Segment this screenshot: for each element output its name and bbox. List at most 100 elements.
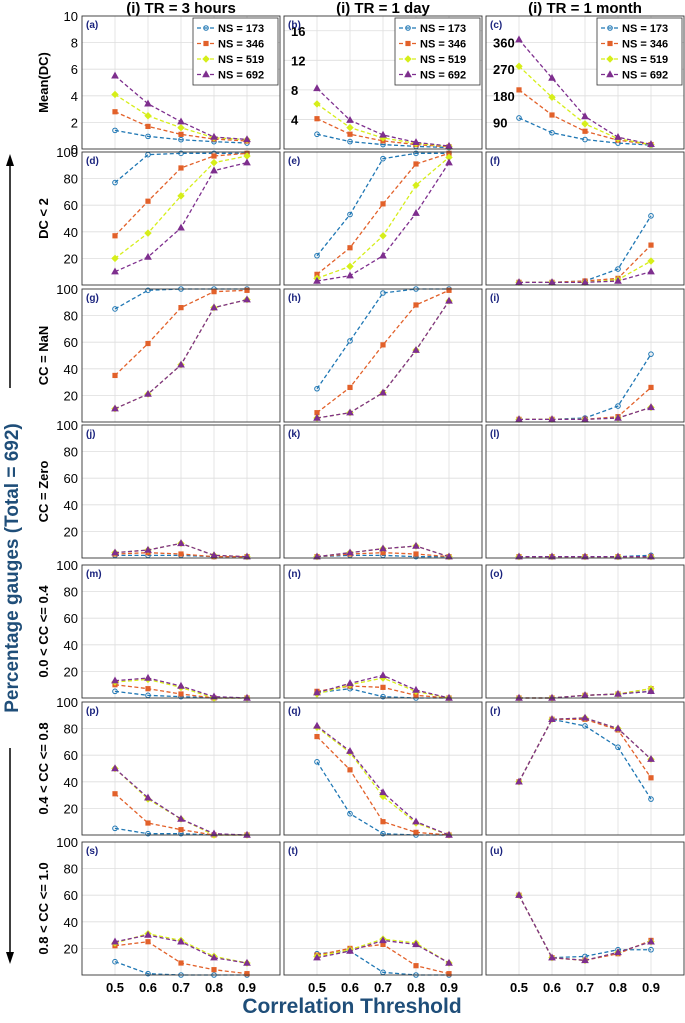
plot-frame (283, 701, 483, 836)
side-arrow-head-bottom (6, 952, 14, 964)
data-point (648, 213, 654, 219)
data-point (515, 278, 523, 286)
data-point (145, 820, 151, 826)
y-tick-label: 100 (56, 145, 78, 160)
data-point (112, 825, 118, 832)
plot-frame (81, 701, 281, 836)
panel-label: (j) (86, 429, 95, 440)
data-point (145, 123, 151, 129)
y-tick-label: 80 (64, 862, 78, 877)
data-point (615, 266, 621, 272)
series-line (316, 152, 449, 257)
y-tick-label: 40 (64, 915, 78, 930)
row-ylabel: Mean(DC) (36, 52, 51, 113)
data-point (581, 415, 589, 423)
plot-frame (81, 288, 281, 423)
legend-entry: NS = 692 (622, 70, 668, 82)
row-ylabel: 0.8 < CC <= 1.0 (36, 862, 51, 954)
data-point (581, 278, 589, 286)
x-tick-label: 0.7 (374, 980, 392, 995)
data-point (549, 112, 555, 118)
data-point (314, 759, 320, 765)
data-point (178, 136, 184, 143)
data-point (243, 552, 251, 560)
y-tick-label: 6 (71, 62, 78, 77)
data-point (111, 90, 119, 99)
data-point (178, 827, 184, 833)
data-point (412, 208, 420, 216)
y-tick-label: 100 (56, 695, 78, 710)
legend-entry: NS = 519 (218, 54, 264, 66)
series-line (518, 117, 652, 146)
data-point (177, 681, 185, 689)
data-point (548, 715, 556, 722)
subplot-s: 20 40 60 80 100 (s) 0.5 0.6 0.7 0.8 0.9 (56, 835, 281, 995)
column-title: (i) TR = 1 day (336, 0, 430, 17)
data-point (413, 302, 419, 308)
panel-label: (g) (86, 293, 99, 304)
series-line (316, 133, 450, 149)
x-tick-label: 0.5 (308, 980, 326, 995)
y-tick-label: 8 (291, 83, 298, 98)
x-tick-label: 0.7 (172, 980, 190, 995)
panel-label: (r) (490, 706, 501, 717)
series-line (316, 726, 450, 836)
y-tick-label: 270 (493, 62, 515, 77)
plot-frame (81, 15, 281, 150)
panel-label: (c) (490, 20, 502, 31)
data-point (515, 693, 523, 701)
legend-entry: NS = 692 (420, 70, 466, 82)
data-point (380, 290, 386, 296)
data-point (379, 544, 387, 552)
data-point (516, 87, 522, 93)
data-point (515, 415, 523, 423)
data-point (144, 229, 152, 237)
data-point (177, 192, 185, 200)
data-point (445, 958, 453, 966)
y-tick-label: 60 (64, 611, 78, 626)
subplot-j: 20 40 60 80 100 (j) (56, 418, 281, 561)
panel-label: (k) (288, 429, 300, 440)
legend-entry: NS = 692 (218, 70, 264, 82)
y-tick-label: 20 (64, 388, 78, 403)
data-point (346, 271, 354, 279)
y-tick-label: 20 (64, 251, 78, 266)
data-point (347, 767, 353, 773)
data-point (647, 687, 655, 695)
data-point (347, 211, 353, 218)
data-point (379, 130, 387, 138)
data-point (144, 793, 152, 801)
data-point (582, 136, 588, 143)
data-point (144, 673, 152, 681)
plot-frame (81, 564, 281, 699)
data-point (111, 937, 119, 945)
y-tick-label: 20 (64, 524, 78, 539)
y-tick-label: 10 (64, 9, 78, 24)
panel-label: (t) (288, 846, 298, 857)
data-point (347, 131, 353, 137)
y-tick-label: 20 (64, 801, 78, 816)
data-point (581, 112, 589, 120)
side-arrow-head-top (6, 154, 14, 166)
data-point (346, 408, 354, 416)
data-point (111, 254, 119, 263)
data-point (648, 946, 654, 953)
data-point (313, 953, 321, 961)
data-point (404, 70, 412, 78)
subplot-i: (i) (485, 288, 685, 424)
data-point (446, 287, 452, 293)
y-tick-label: 20 (64, 941, 78, 956)
data-point (582, 723, 588, 729)
plot-frame (283, 424, 483, 559)
y-tick-label: 100 (56, 418, 78, 433)
data-point (615, 403, 621, 409)
series-line (114, 768, 248, 836)
legend-entry: NS = 346 (420, 39, 466, 51)
y-tick-label: 16 (291, 24, 305, 39)
data-point (515, 62, 523, 70)
plot-frame (283, 151, 483, 286)
series-line (316, 554, 449, 558)
data-point (581, 691, 589, 699)
data-point (413, 963, 419, 969)
data-point (211, 967, 217, 973)
